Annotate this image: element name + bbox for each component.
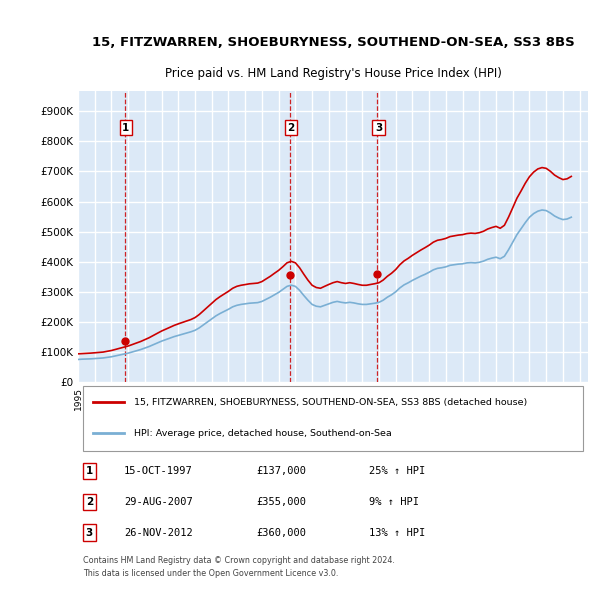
- Text: £360,000: £360,000: [257, 527, 307, 537]
- Text: Contains HM Land Registry data © Crown copyright and database right 2024.: Contains HM Land Registry data © Crown c…: [83, 556, 395, 565]
- Text: 15, FITZWARREN, SHOEBURYNESS, SOUTHEND-ON-SEA, SS3 8BS (detached house): 15, FITZWARREN, SHOEBURYNESS, SOUTHEND-O…: [134, 398, 527, 407]
- Text: 2: 2: [86, 497, 93, 507]
- Text: 2: 2: [287, 123, 295, 133]
- Text: 15, FITZWARREN, SHOEBURYNESS, SOUTHEND-ON-SEA, SS3 8BS: 15, FITZWARREN, SHOEBURYNESS, SOUTHEND-O…: [92, 36, 574, 49]
- Text: 1: 1: [122, 123, 130, 133]
- Text: 29-AUG-2007: 29-AUG-2007: [124, 497, 193, 507]
- Text: 15-OCT-1997: 15-OCT-1997: [124, 466, 193, 476]
- Text: This data is licensed under the Open Government Licence v3.0.: This data is licensed under the Open Gov…: [83, 569, 338, 578]
- Text: 3: 3: [86, 527, 93, 537]
- Text: 1: 1: [86, 466, 93, 476]
- Text: 9% ↑ HPI: 9% ↑ HPI: [368, 497, 419, 507]
- Text: 13% ↑ HPI: 13% ↑ HPI: [368, 527, 425, 537]
- FancyBboxPatch shape: [83, 386, 583, 451]
- Text: HPI: Average price, detached house, Southend-on-Sea: HPI: Average price, detached house, Sout…: [134, 428, 392, 438]
- Text: 3: 3: [375, 123, 382, 133]
- Text: £137,000: £137,000: [257, 466, 307, 476]
- Text: £355,000: £355,000: [257, 497, 307, 507]
- Text: Price paid vs. HM Land Registry's House Price Index (HPI): Price paid vs. HM Land Registry's House …: [164, 67, 502, 80]
- Text: 26-NOV-2012: 26-NOV-2012: [124, 527, 193, 537]
- Text: 25% ↑ HPI: 25% ↑ HPI: [368, 466, 425, 476]
